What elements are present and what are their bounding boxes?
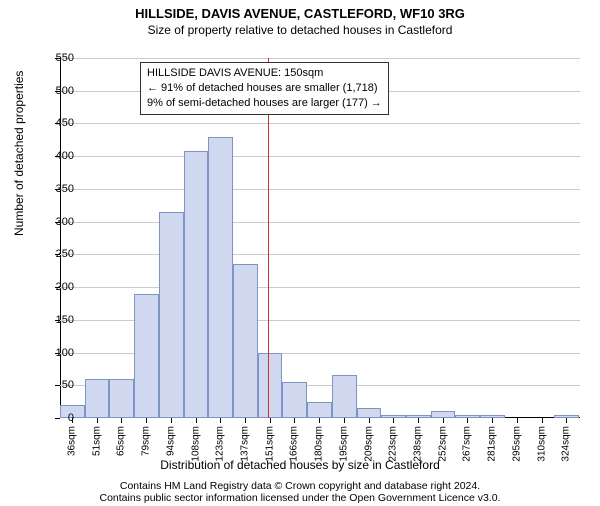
x-tick-label: 267sqm (462, 426, 473, 462)
x-tick-label: 36sqm (67, 426, 78, 456)
x-tick-mark (319, 418, 320, 423)
x-tick-mark (542, 418, 543, 423)
x-tick-label: 324sqm (561, 426, 572, 462)
reference-callout: HILLSIDE DAVIS AVENUE: 150sqm ← 91% of d… (140, 62, 389, 115)
grid-line (60, 58, 580, 59)
attribution-line1: Contains HM Land Registry data © Crown c… (120, 480, 480, 492)
histogram-bar (307, 402, 332, 418)
x-tick-mark (245, 418, 246, 423)
x-tick-label: 79sqm (141, 426, 152, 456)
x-tick-mark (270, 418, 271, 423)
x-tick-mark (393, 418, 394, 423)
y-axis-label: Number of detached properties (12, 71, 26, 236)
histogram-bar (208, 137, 233, 418)
x-tick-label: 51sqm (91, 426, 102, 456)
page-title: HILLSIDE, DAVIS AVENUE, CASTLEFORD, WF10… (0, 6, 600, 21)
x-tick-label: 137sqm (240, 426, 251, 462)
x-tick-mark (97, 418, 98, 423)
histogram-bar (184, 151, 209, 418)
histogram-bar (332, 375, 357, 418)
chart-area: 36sqm51sqm65sqm79sqm94sqm108sqm123sqm137… (60, 58, 580, 418)
grid-line (60, 287, 580, 288)
x-tick-label: 295sqm (511, 426, 522, 462)
y-tick-label: 500 (46, 85, 74, 97)
histogram-bar (85, 379, 110, 418)
grid-line (60, 254, 580, 255)
attribution: Contains HM Land Registry data © Crown c… (0, 480, 600, 504)
x-tick-mark (467, 418, 468, 423)
x-axis-label: Distribution of detached houses by size … (0, 458, 600, 472)
x-tick-label: 123sqm (215, 426, 226, 462)
y-tick-label: 450 (46, 117, 74, 129)
histogram-bar (134, 294, 159, 418)
x-tick-label: 238sqm (412, 426, 423, 462)
x-tick-label: 166sqm (289, 426, 300, 462)
histogram-bar (357, 408, 382, 418)
histogram-bar (282, 382, 307, 418)
x-tick-label: 281sqm (487, 426, 498, 462)
grid-line (60, 123, 580, 124)
y-tick-label: 400 (46, 150, 74, 162)
x-tick-label: 65sqm (116, 426, 127, 456)
y-tick-label: 0 (46, 412, 74, 424)
x-tick-label: 94sqm (165, 426, 176, 456)
callout-line3: 9% of semi-detached houses are larger (1… (147, 96, 382, 111)
x-tick-mark (492, 418, 493, 423)
attribution-line2: Contains public sector information licen… (100, 492, 501, 504)
x-tick-label: 195sqm (338, 426, 349, 462)
x-tick-label: 310sqm (536, 426, 547, 462)
page-subtitle: Size of property relative to detached ho… (0, 23, 600, 37)
x-tick-mark (566, 418, 567, 423)
x-tick-label: 151sqm (264, 426, 275, 462)
y-tick-label: 150 (46, 314, 74, 326)
callout-line1: HILLSIDE DAVIS AVENUE: 150sqm (147, 66, 382, 81)
x-tick-mark (369, 418, 370, 423)
y-tick-label: 100 (46, 347, 74, 359)
y-tick-label: 300 (46, 216, 74, 228)
x-tick-mark (121, 418, 122, 423)
histogram-bar (159, 212, 184, 418)
x-tick-mark (443, 418, 444, 423)
grid-line (60, 156, 580, 157)
x-tick-label: 223sqm (388, 426, 399, 462)
x-tick-mark (294, 418, 295, 423)
x-tick-mark (220, 418, 221, 423)
histogram-bar (233, 264, 258, 418)
x-tick-mark (418, 418, 419, 423)
x-tick-mark (344, 418, 345, 423)
grid-line (60, 189, 580, 190)
y-tick-label: 50 (46, 379, 74, 391)
y-axis-line (60, 58, 61, 418)
x-tick-mark (196, 418, 197, 423)
y-tick-label: 250 (46, 248, 74, 260)
x-tick-label: 209sqm (363, 426, 374, 462)
x-tick-label: 108sqm (190, 426, 201, 462)
x-tick-mark (517, 418, 518, 423)
y-tick-label: 350 (46, 183, 74, 195)
grid-line (60, 222, 580, 223)
callout-line2: ← 91% of detached houses are smaller (1,… (147, 81, 382, 96)
x-tick-label: 252sqm (437, 426, 448, 462)
y-tick-label: 550 (46, 52, 74, 64)
x-tick-mark (171, 418, 172, 423)
x-tick-label: 180sqm (314, 426, 325, 462)
histogram-bar (258, 353, 283, 418)
y-tick-label: 200 (46, 281, 74, 293)
histogram-bar (109, 379, 134, 418)
x-tick-mark (146, 418, 147, 423)
